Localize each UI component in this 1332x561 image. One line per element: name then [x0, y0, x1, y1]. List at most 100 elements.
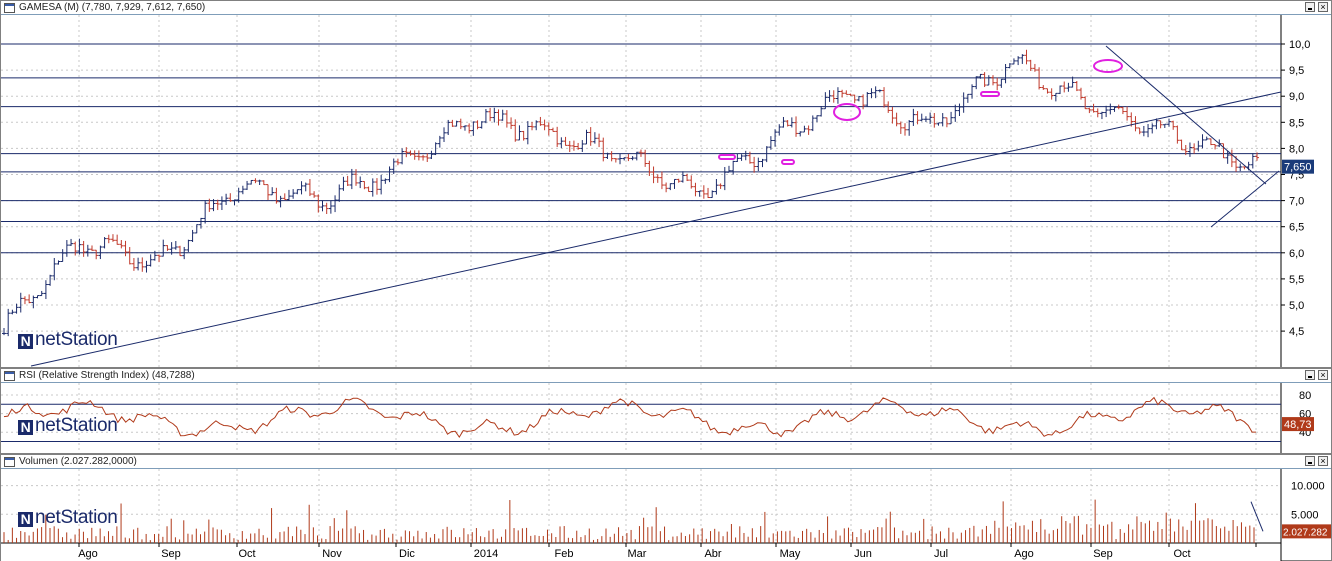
x-tick-label: Mar	[628, 548, 647, 560]
volume-y-tick-label: 5.000	[1291, 509, 1319, 521]
ohlc-bar	[328, 200, 333, 214]
close-icon[interactable]: ×	[1318, 370, 1328, 380]
ohlc-bar	[731, 160, 736, 175]
ohlc-bar	[546, 122, 551, 136]
ohlc-bar	[169, 242, 174, 255]
volume-y-tick-label: 10.000	[1291, 481, 1325, 493]
ohlc-bar	[722, 167, 727, 191]
ohlc-bar	[898, 121, 903, 134]
x-tick-label: Oct	[1173, 548, 1190, 560]
x-tick-label: Abr	[704, 548, 721, 560]
ohlc-bar	[886, 101, 891, 113]
ohlc-bar	[178, 245, 183, 257]
ohlc-bar	[550, 127, 555, 132]
ohlc-bar	[286, 189, 291, 201]
ohlc-bar	[781, 116, 786, 128]
ohlc-bar	[626, 153, 631, 162]
ohlc-bar	[1116, 104, 1121, 110]
close-icon[interactable]: ×	[1318, 456, 1328, 466]
ohlc-bar	[877, 89, 882, 93]
ohlc-bar	[513, 119, 518, 142]
ohlc-bar	[689, 175, 694, 189]
ohlc-bar	[458, 118, 463, 130]
ohlc-bar	[555, 126, 560, 148]
ohlc-bar	[601, 137, 606, 162]
x-tick-label: Sep	[161, 548, 181, 560]
ohlc-bar	[932, 113, 937, 128]
ohlc-bar	[1049, 88, 1054, 100]
volume-last-label: 2.027.282	[1283, 527, 1328, 538]
ohlc-bar	[425, 153, 430, 162]
ohlc-bar	[580, 140, 585, 152]
ohlc-bar	[1120, 106, 1125, 115]
ohlc-bar	[521, 130, 526, 141]
rsi-panel-titlebar: RSI (Relative Strength Index) (48,7288) …	[1, 369, 1331, 383]
rsi-panel-title: RSI (Relative Strength Index) (48,7288)	[19, 370, 195, 381]
ohlc-bar	[39, 290, 44, 297]
minimize-icon[interactable]	[1305, 370, 1315, 380]
ohlc-bar	[651, 166, 656, 184]
ohlc-bar	[488, 107, 493, 122]
ohlc-bar	[706, 187, 711, 199]
ohlc-bar	[1104, 105, 1109, 118]
ohlc-bar	[701, 185, 706, 199]
ohlc-bar	[152, 250, 157, 261]
gap-annotation	[1093, 59, 1123, 73]
ohlc-bar	[618, 153, 623, 165]
ohlc-bar	[995, 77, 1000, 91]
price-y-tick-label: 10,0	[1289, 39, 1310, 51]
minimize-icon[interactable]	[1305, 2, 1315, 12]
ohlc-bar	[429, 150, 434, 160]
price-y-tick-label: 9,0	[1289, 91, 1304, 103]
rsi-line	[3, 396, 1256, 439]
panel-menu-icon[interactable]	[4, 3, 15, 13]
ohlc-bar	[421, 154, 426, 161]
ohlc-bar	[504, 110, 509, 128]
ohlc-bar	[785, 120, 790, 127]
ohlc-bar	[915, 111, 920, 125]
ohlc-bar	[320, 200, 325, 212]
ohlc-bar	[56, 260, 61, 265]
x-tick-label: Feb	[555, 548, 574, 560]
ohlc-bar	[944, 117, 949, 128]
ohlc-bar	[18, 292, 23, 313]
ohlc-bar	[609, 151, 614, 162]
ohlc-bar	[462, 125, 467, 131]
gap-annotation	[833, 103, 861, 121]
ohlc-bar	[802, 125, 807, 133]
ohlc-bar	[1112, 106, 1117, 112]
ohlc-bar	[387, 166, 392, 183]
ohlc-bar	[1041, 85, 1046, 90]
ohlc-bar	[1150, 123, 1155, 134]
ohlc-bar	[814, 115, 819, 123]
ohlc-bar	[726, 165, 731, 173]
ohlc-bar	[190, 229, 195, 243]
x-tick-label: Oct	[238, 548, 255, 560]
ohlc-bar	[349, 168, 354, 190]
ohlc-bar	[400, 148, 405, 165]
close-icon[interactable]: ×	[1318, 2, 1328, 12]
ohlc-bar	[433, 142, 438, 156]
ohlc-bar	[764, 146, 769, 163]
ohlc-bar	[35, 295, 40, 299]
ohlc-bar	[391, 158, 396, 175]
ohlc-bar	[1129, 112, 1134, 127]
ohlc-bar	[450, 119, 455, 127]
ohlc-bar	[219, 196, 224, 211]
ohlc-bar	[312, 191, 317, 198]
ohlc-bar	[404, 147, 409, 158]
ohlc-bar	[1125, 106, 1130, 121]
ohlc-bar	[395, 158, 400, 166]
ohlc-bar	[182, 246, 187, 260]
price-y-tick-label: 6,5	[1289, 222, 1304, 234]
ohlc-bar	[990, 75, 995, 86]
panel-menu-icon[interactable]	[4, 457, 15, 467]
ohlc-bar	[1037, 67, 1042, 90]
ohlc-bar	[496, 109, 501, 126]
ohlc-bar	[643, 149, 648, 167]
ohlc-bar	[861, 94, 866, 110]
panel-menu-icon[interactable]	[4, 371, 15, 381]
ohlc-bar	[760, 158, 765, 168]
minimize-icon[interactable]	[1305, 456, 1315, 466]
ohlc-bar	[203, 200, 208, 224]
